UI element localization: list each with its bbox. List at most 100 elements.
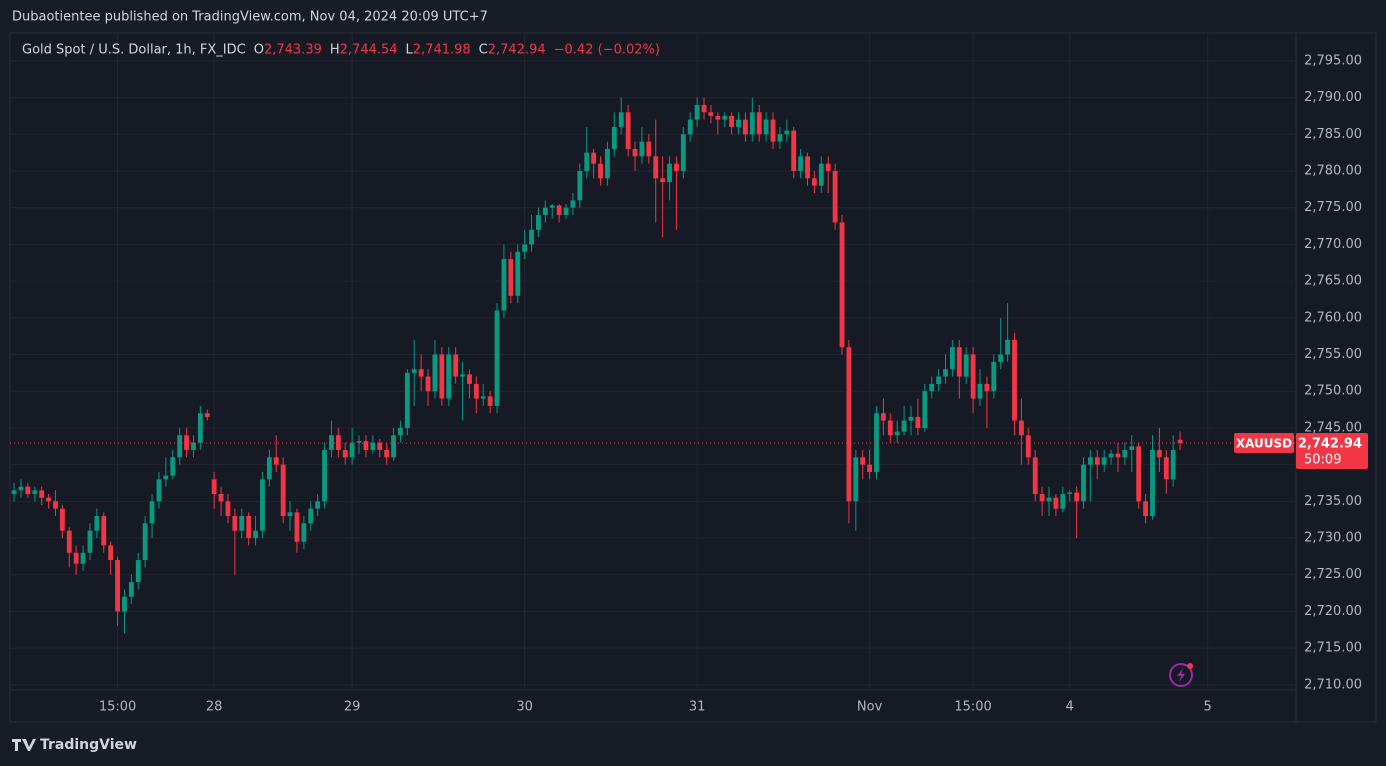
candle-body bbox=[411, 369, 417, 373]
candle-body bbox=[1081, 464, 1086, 502]
candle-body bbox=[197, 413, 203, 443]
candle-body bbox=[11, 490, 17, 495]
candle-body bbox=[522, 244, 528, 252]
candle-body bbox=[239, 516, 245, 531]
price-box bbox=[1296, 433, 1368, 470]
candle-body bbox=[370, 442, 376, 450]
candle-body bbox=[356, 441, 362, 443]
legend-key: O bbox=[254, 43, 264, 58]
candle-body bbox=[260, 479, 265, 531]
candle-body bbox=[404, 372, 410, 428]
grid bbox=[10, 33, 1296, 690]
candle-body bbox=[667, 163, 672, 183]
candle-body bbox=[1101, 457, 1107, 465]
candle-body bbox=[204, 413, 210, 417]
candle-body bbox=[943, 369, 948, 377]
candle-body bbox=[618, 112, 624, 127]
candle-body bbox=[784, 130, 790, 135]
candle-body bbox=[639, 141, 645, 157]
candle-body bbox=[115, 560, 120, 612]
candle-body bbox=[384, 449, 390, 458]
candle-body bbox=[570, 200, 576, 208]
candle-body bbox=[687, 119, 693, 135]
y-tick-label: 2,715.00 bbox=[1304, 641, 1362, 656]
symbol-label: XAUUSD bbox=[1236, 437, 1292, 451]
candle-body bbox=[743, 119, 748, 135]
legend: Gold Spot / U.S. Dollar, 1h, FX_IDC O 2,74… bbox=[22, 43, 660, 58]
candle-body bbox=[1122, 449, 1128, 458]
candle-body bbox=[253, 530, 258, 539]
x-tick-label: 15:00 bbox=[99, 700, 136, 715]
legend-value: 2,741.98 bbox=[413, 43, 471, 58]
y-tick-label: 2,775.00 bbox=[1304, 200, 1362, 215]
candle-body bbox=[1163, 457, 1169, 480]
candle-body bbox=[59, 508, 65, 531]
candle-body bbox=[1067, 492, 1073, 495]
candle-body bbox=[777, 134, 783, 142]
candle-body bbox=[398, 427, 403, 436]
candles bbox=[10, 97, 1296, 634]
y-tick-label: 2,750.00 bbox=[1304, 384, 1362, 399]
x-tick-label: 4 bbox=[1066, 700, 1074, 715]
footer: TradingView bbox=[40, 737, 137, 753]
candle-body bbox=[556, 205, 562, 216]
y-tick-label: 2,780.00 bbox=[1304, 164, 1362, 179]
candle-body bbox=[467, 374, 472, 384]
candle-body bbox=[349, 442, 355, 458]
candle-body bbox=[53, 501, 58, 509]
x-tick-label: 30 bbox=[516, 700, 533, 715]
candle-body bbox=[246, 516, 252, 539]
candle-body bbox=[432, 354, 438, 392]
candle-body bbox=[191, 442, 196, 450]
candle-body bbox=[1115, 453, 1121, 458]
candle-body bbox=[1108, 453, 1114, 458]
candle-body bbox=[715, 115, 721, 120]
candle-body bbox=[1012, 339, 1017, 421]
candle-body bbox=[901, 420, 907, 432]
y-tick-label: 2,795.00 bbox=[1304, 53, 1362, 68]
y-tick-label: 2,760.00 bbox=[1304, 310, 1362, 325]
candle-body bbox=[949, 347, 955, 370]
candle-body bbox=[446, 354, 452, 399]
y-tick-label: 2,720.00 bbox=[1304, 604, 1362, 619]
candle-body bbox=[977, 383, 983, 399]
candle-body bbox=[563, 207, 569, 216]
candle-body bbox=[149, 501, 155, 524]
candle-body bbox=[218, 494, 224, 502]
candle-body bbox=[473, 383, 479, 399]
candle-body bbox=[487, 396, 493, 406]
x-tick-label: 28 bbox=[206, 700, 223, 715]
candle-body bbox=[163, 475, 169, 480]
candle-body bbox=[770, 119, 776, 142]
candle-body bbox=[839, 222, 845, 348]
candle-body bbox=[1018, 420, 1024, 436]
legend-change: −0.42 (−0.02%) bbox=[554, 43, 660, 58]
candle-body bbox=[177, 435, 183, 458]
candle-body bbox=[611, 126, 617, 149]
legend-value: 2,743.39 bbox=[264, 43, 322, 58]
legend-value: 2,744.54 bbox=[340, 43, 398, 58]
candle-body bbox=[315, 501, 321, 509]
candle-body bbox=[1143, 501, 1149, 517]
y-tick-label: 2,765.00 bbox=[1304, 274, 1362, 289]
y-tick-label: 2,730.00 bbox=[1304, 531, 1362, 546]
candle-body bbox=[577, 171, 583, 201]
candle-body bbox=[156, 479, 162, 502]
candle-body bbox=[108, 545, 114, 561]
candle-body bbox=[991, 361, 997, 392]
candle-body bbox=[929, 383, 935, 392]
candle-body bbox=[308, 508, 314, 524]
candle-body bbox=[660, 178, 666, 183]
candle-body bbox=[460, 374, 465, 377]
candle-body bbox=[1156, 449, 1162, 458]
x-tick-label: 29 bbox=[344, 700, 361, 715]
candle-body bbox=[32, 490, 38, 495]
candle-body bbox=[1039, 494, 1045, 502]
candle-body bbox=[494, 310, 500, 406]
x-tick-label: 5 bbox=[1204, 700, 1212, 715]
candle-body bbox=[722, 115, 728, 120]
candle-body bbox=[453, 354, 459, 377]
candle-body bbox=[1177, 439, 1183, 444]
candle-body bbox=[536, 215, 541, 230]
